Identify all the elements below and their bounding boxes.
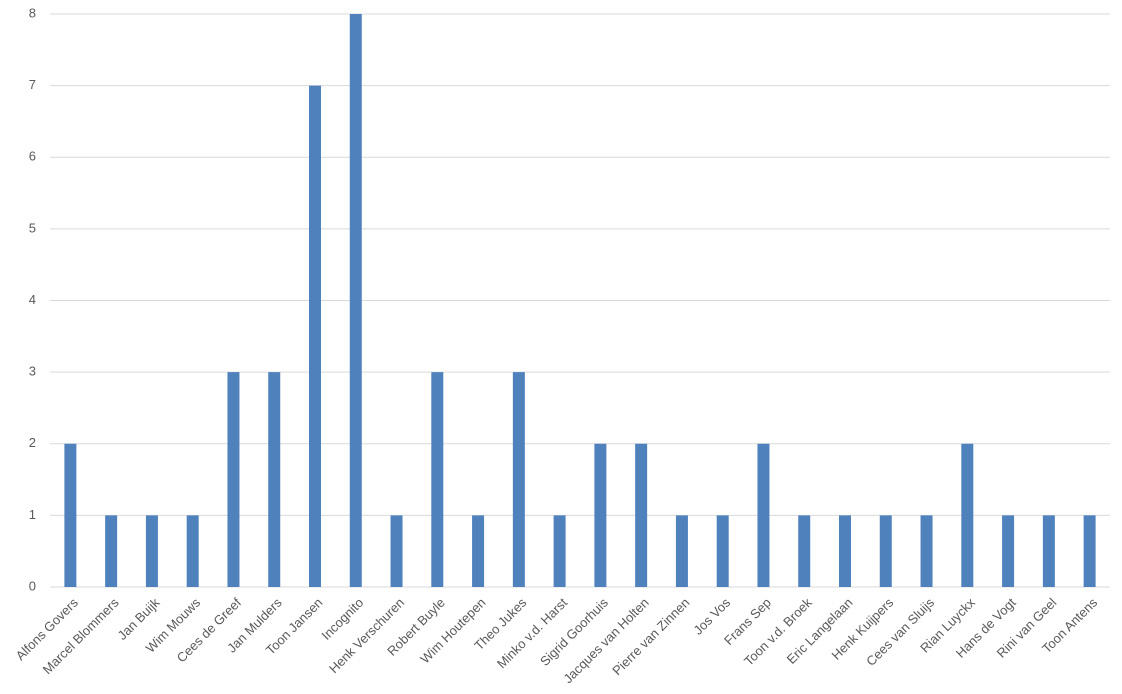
bar (512, 372, 525, 587)
bar (268, 372, 281, 587)
bar (553, 515, 566, 587)
bar (879, 515, 892, 587)
bar (105, 515, 118, 587)
bar (757, 443, 770, 587)
bar (798, 515, 811, 587)
y-tick-label: 4 (29, 292, 36, 307)
bar (145, 515, 158, 587)
bar (716, 515, 729, 587)
bar (1083, 515, 1096, 587)
bar (186, 515, 199, 587)
bar (635, 443, 648, 587)
x-tick-label: Henk Verschuren (326, 595, 407, 676)
bar (675, 515, 688, 587)
y-tick-label: 8 (29, 5, 36, 20)
y-tick-label: 0 (29, 578, 36, 593)
y-tick-label: 7 (29, 77, 36, 92)
bar (349, 14, 362, 587)
x-tick-label: Marcel Blommers (40, 595, 122, 677)
bar (594, 443, 607, 587)
x-tick-label: Minko v.d. Harst (494, 595, 571, 672)
bar (227, 372, 240, 587)
y-tick-label: 1 (29, 507, 36, 522)
bar (64, 443, 77, 587)
bar (920, 515, 933, 587)
x-tick-label: Pierre van Zinnen (609, 595, 692, 678)
bar (390, 515, 403, 587)
bar (431, 372, 444, 587)
bar (839, 515, 851, 587)
y-tick-label: 2 (29, 435, 36, 450)
y-tick-label: 6 (29, 149, 36, 164)
bar (1042, 515, 1055, 587)
y-tick-label: 3 (29, 364, 36, 379)
bar (1002, 515, 1015, 587)
y-tick-label: 5 (29, 220, 36, 235)
bar (472, 515, 485, 587)
bar (961, 443, 974, 587)
bar (309, 85, 321, 587)
